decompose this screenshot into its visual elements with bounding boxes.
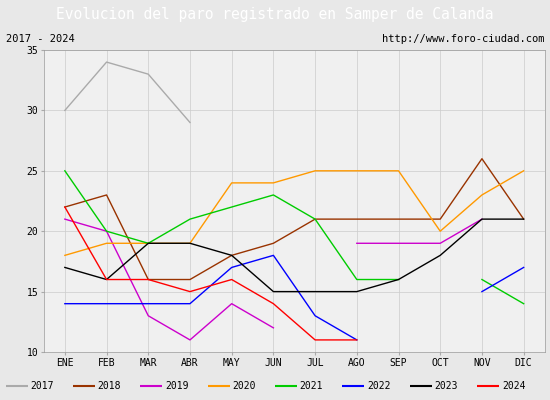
Text: 2023: 2023 <box>434 381 458 391</box>
Text: 2017: 2017 <box>30 381 54 391</box>
Text: 2017 - 2024: 2017 - 2024 <box>6 34 74 44</box>
Text: 2021: 2021 <box>300 381 323 391</box>
Text: 2022: 2022 <box>367 381 390 391</box>
Text: 2018: 2018 <box>98 381 121 391</box>
Text: http://www.foro-ciudad.com: http://www.foro-ciudad.com <box>382 34 544 44</box>
Text: 2020: 2020 <box>232 381 256 391</box>
Text: Evolucion del paro registrado en Samper de Calanda: Evolucion del paro registrado en Samper … <box>56 6 494 22</box>
Text: 2024: 2024 <box>502 381 525 391</box>
Text: 2019: 2019 <box>165 381 189 391</box>
